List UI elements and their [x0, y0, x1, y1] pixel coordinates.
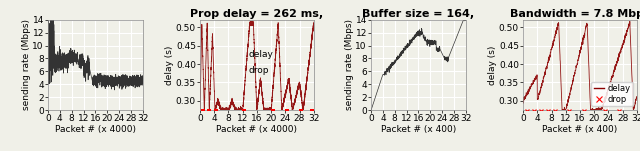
- Point: [204, 109, 214, 112]
- Point: [614, 109, 624, 112]
- Y-axis label: delay (s): delay (s): [488, 45, 497, 85]
- Text: drop: drop: [248, 66, 269, 75]
- X-axis label: Packet # (x 400): Packet # (x 400): [381, 125, 456, 134]
- Y-axis label: delay (s): delay (s): [165, 45, 174, 85]
- Y-axis label: sending rate (Mbps): sending rate (Mbps): [22, 19, 31, 110]
- Y-axis label: sending rate (Mbps): sending rate (Mbps): [345, 19, 354, 110]
- Title: Prop delay = 262 ms,: Prop delay = 262 ms,: [190, 9, 323, 19]
- Point: [579, 109, 589, 112]
- Point: [564, 109, 575, 112]
- Point: [543, 109, 553, 112]
- Point: [296, 109, 307, 112]
- Point: [550, 109, 560, 112]
- Legend: delay, drop: delay, drop: [591, 82, 632, 106]
- Point: [198, 109, 208, 112]
- Point: [522, 109, 532, 112]
- Point: [600, 109, 610, 112]
- Point: [307, 109, 317, 112]
- X-axis label: Packet # (x 400): Packet # (x 400): [542, 125, 618, 134]
- Point: [282, 109, 292, 112]
- X-axis label: Packet # (x 4000): Packet # (x 4000): [216, 125, 298, 134]
- Point: [268, 109, 278, 112]
- Text: delay: delay: [248, 50, 273, 59]
- Point: [211, 109, 221, 112]
- Point: [536, 109, 546, 112]
- Point: [239, 109, 250, 112]
- Point: [529, 109, 539, 112]
- Title: Bandwidth = 7.8 Mbps: Bandwidth = 7.8 Mbps: [509, 9, 640, 19]
- Title: Buffer size = 164,: Buffer size = 164,: [362, 9, 474, 19]
- X-axis label: Packet # (x 4000): Packet # (x 4000): [55, 125, 136, 134]
